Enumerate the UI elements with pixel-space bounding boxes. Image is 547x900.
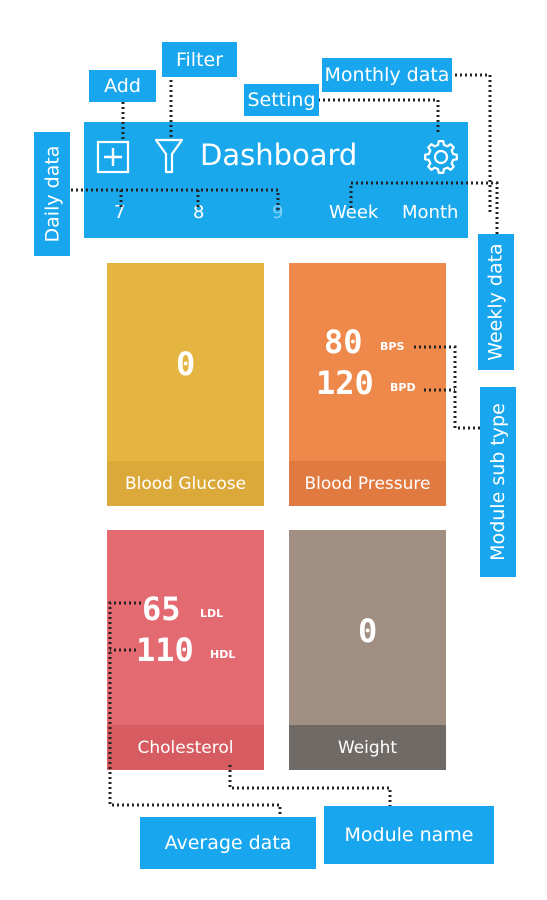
callout-daily-data: Daily data — [34, 132, 70, 256]
day-tab-8[interactable]: 8 — [193, 202, 205, 223]
ldl-unit: LDL — [200, 607, 224, 620]
callout-weekly-data: Weekly data — [478, 234, 514, 370]
day-tab-7[interactable]: 7 — [114, 202, 126, 223]
hdl-value: 110 — [136, 631, 194, 669]
day-tab-9[interactable]: 9 — [272, 202, 284, 223]
module-name-blood-pressure: Blood Pressure — [289, 461, 446, 506]
glucose-value: 0 — [176, 345, 196, 383]
module-name-blood-glucose: Blood Glucose — [107, 461, 264, 506]
tab-month[interactable]: Month — [402, 202, 459, 223]
weight-value: 0 — [358, 612, 378, 650]
callout-module-sub-type-text: Module sub type — [487, 403, 509, 561]
hdl-unit: HDL — [210, 648, 236, 661]
bps-value: 80 — [324, 323, 363, 361]
tile-cholesterol[interactable]: 65 LDL 110 HDL Cholesterol — [107, 530, 264, 770]
tile-blood-glucose[interactable]: 0 Blood Glucose — [107, 263, 264, 506]
callout-module-name: Module name — [324, 806, 494, 864]
add-icon[interactable] — [96, 140, 130, 174]
module-name-weight: Weight — [289, 725, 446, 770]
callout-module-sub-type: Module sub type — [480, 387, 516, 577]
connector-module-name — [228, 765, 392, 806]
callout-average-data: Average data — [140, 817, 316, 869]
tile-weight[interactable]: 0 Weight — [289, 530, 446, 770]
module-name-cholesterol: Cholesterol — [107, 725, 264, 770]
bpd-unit: BPD — [390, 381, 416, 394]
tab-week[interactable]: Week — [329, 202, 379, 223]
callout-weekly-data-text: Weekly data — [485, 243, 508, 361]
ldl-value: 65 — [142, 590, 181, 628]
callout-filter: Filter — [162, 42, 237, 77]
gear-icon[interactable] — [422, 138, 460, 176]
tile-blood-pressure[interactable]: 80 BPS 120 BPD Blood Pressure — [289, 263, 446, 506]
callout-add: Add — [89, 70, 156, 102]
app-bar: Dashboard 7 8 9 Week Month — [84, 122, 468, 238]
callout-monthly-data: Monthly data — [322, 58, 452, 92]
callout-daily-data-text: Daily data — [41, 145, 64, 243]
page-title: Dashboard — [200, 138, 358, 172]
filter-icon[interactable] — [154, 136, 184, 176]
bpd-value: 120 — [316, 364, 374, 402]
callout-setting: Setting — [244, 84, 319, 116]
bps-unit: BPS — [380, 340, 405, 353]
